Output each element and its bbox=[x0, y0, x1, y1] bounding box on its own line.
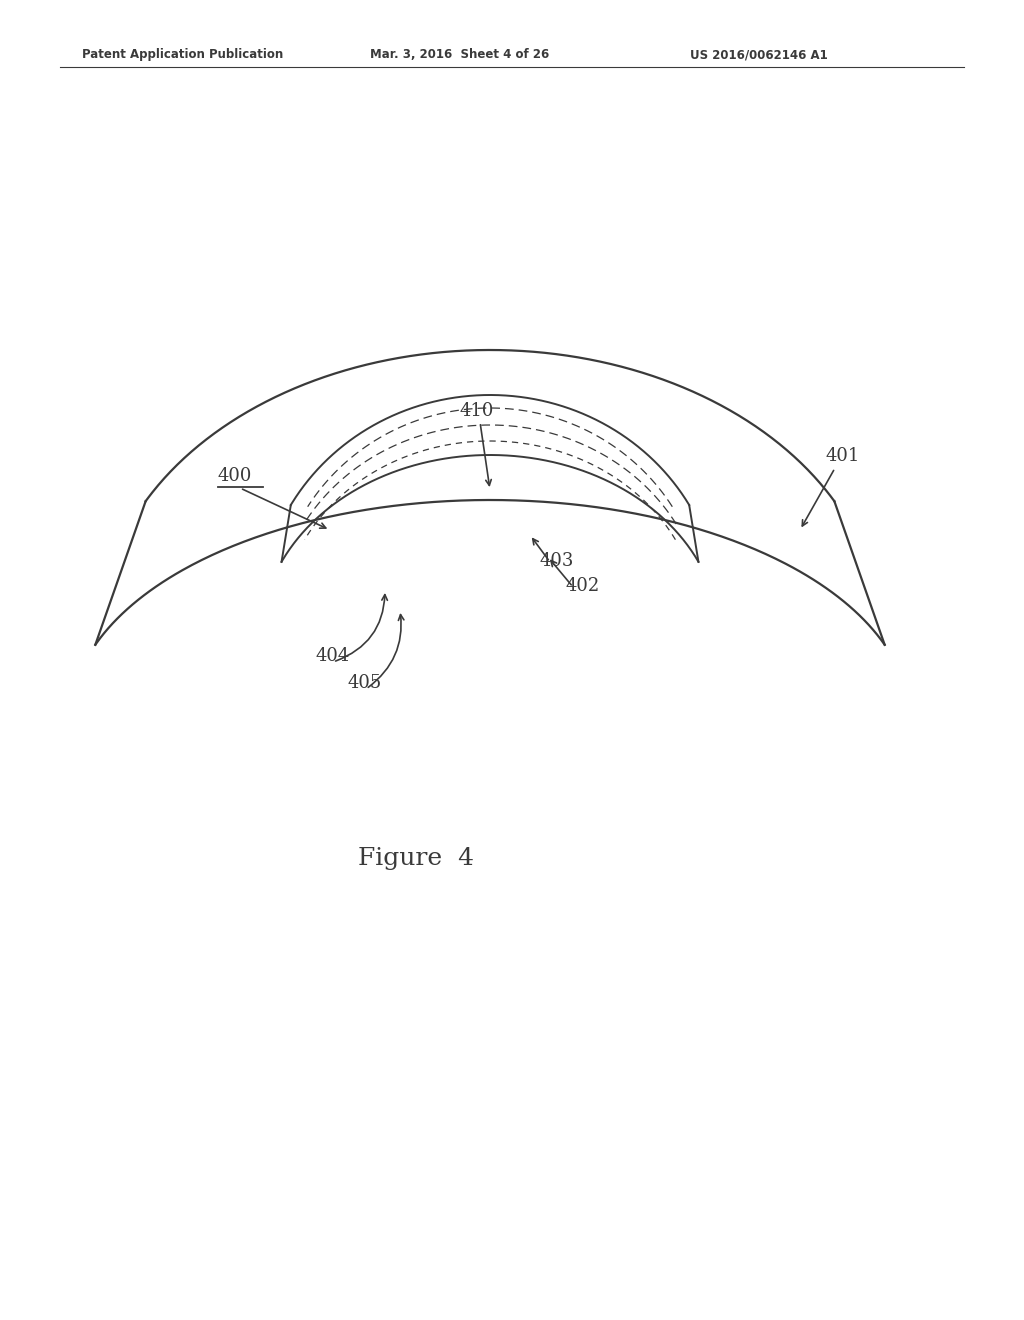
Text: Patent Application Publication: Patent Application Publication bbox=[82, 48, 284, 61]
Text: 402: 402 bbox=[565, 577, 599, 595]
Text: 405: 405 bbox=[348, 675, 382, 692]
Text: US 2016/0062146 A1: US 2016/0062146 A1 bbox=[690, 48, 827, 61]
Text: Figure  4: Figure 4 bbox=[358, 847, 474, 870]
Text: Mar. 3, 2016  Sheet 4 of 26: Mar. 3, 2016 Sheet 4 of 26 bbox=[370, 48, 549, 61]
Text: 401: 401 bbox=[825, 447, 859, 465]
Text: 400: 400 bbox=[218, 467, 252, 484]
Text: 410: 410 bbox=[460, 403, 495, 420]
Text: 403: 403 bbox=[540, 552, 574, 570]
Text: 404: 404 bbox=[315, 647, 349, 665]
